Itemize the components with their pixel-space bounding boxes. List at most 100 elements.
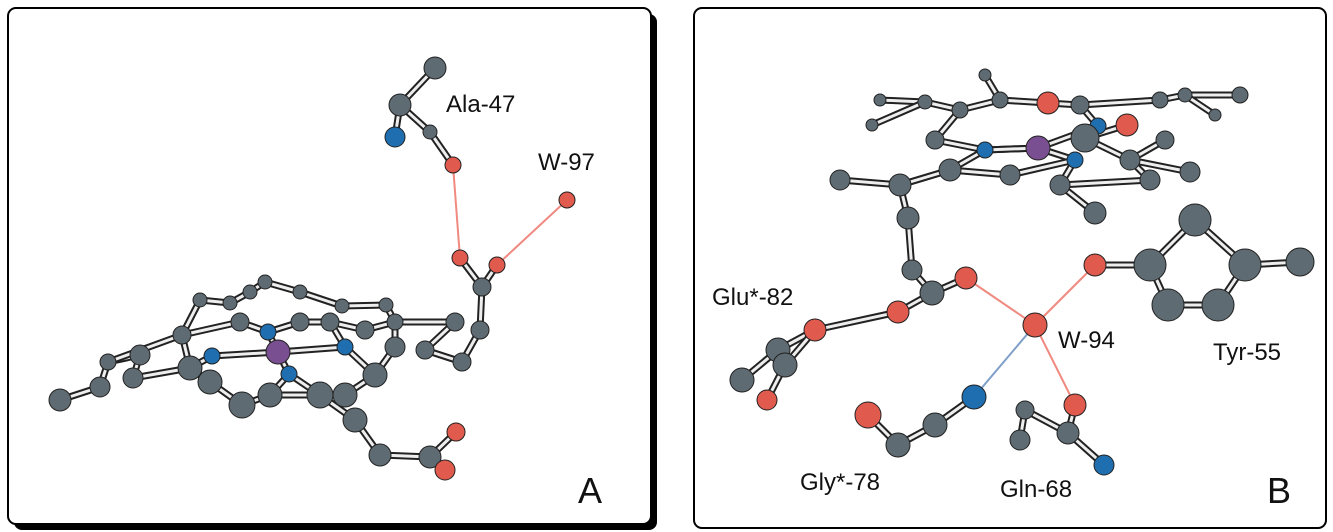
panel-label: B <box>1267 470 1291 511</box>
atom <box>489 257 505 273</box>
atom <box>1071 96 1089 114</box>
atom <box>1010 430 1030 450</box>
atom <box>293 285 307 299</box>
atom <box>90 377 110 397</box>
atom <box>204 348 220 364</box>
atom <box>886 433 910 457</box>
atom <box>1000 165 1020 185</box>
panel-label: A <box>578 470 602 511</box>
atom <box>1179 204 1211 236</box>
atom <box>952 102 968 118</box>
atom <box>977 142 993 158</box>
atom <box>1134 249 1166 281</box>
atom <box>258 383 282 407</box>
atom <box>1116 114 1138 136</box>
atom <box>260 324 276 340</box>
atom <box>307 382 333 408</box>
atom <box>1094 455 1114 475</box>
atom <box>902 260 922 280</box>
atom <box>1084 202 1106 224</box>
atom <box>1152 92 1168 108</box>
atom <box>473 278 491 296</box>
atom <box>446 313 464 331</box>
atom <box>962 385 986 409</box>
atom <box>229 392 255 418</box>
atom <box>939 159 961 181</box>
atom <box>337 339 353 355</box>
atom <box>100 354 116 370</box>
atom <box>1180 162 1200 182</box>
atom <box>918 95 932 109</box>
residue-label: Gln-68 <box>1000 476 1072 503</box>
atom <box>387 314 403 330</box>
atom <box>897 207 919 229</box>
atom <box>452 250 468 266</box>
atom <box>1202 289 1234 321</box>
atom <box>1209 109 1221 121</box>
panel-a <box>8 8 651 524</box>
atom <box>1152 289 1184 321</box>
atom <box>1286 248 1314 276</box>
atom <box>1156 131 1174 149</box>
atom <box>1178 88 1192 102</box>
residue-label: W-97 <box>538 149 595 176</box>
residue-label: Glu*-82 <box>712 284 793 311</box>
atom <box>281 366 297 382</box>
atom <box>193 293 207 307</box>
atom <box>889 174 911 196</box>
residue-label: Ala-47 <box>446 91 515 118</box>
page: Ala-47 W-97 A Glu*-82 W-94 Tyr-55 Gly*-7… <box>0 0 1333 532</box>
atom <box>369 444 391 466</box>
atom <box>1232 87 1248 103</box>
figure: Ala-47 W-97 A Glu*-82 W-94 Tyr-55 Gly*-7… <box>0 0 1333 532</box>
atom <box>1084 254 1106 276</box>
atom <box>874 94 886 106</box>
atom <box>231 313 249 331</box>
atom <box>757 390 777 410</box>
atom <box>445 157 461 173</box>
atom <box>385 127 405 147</box>
atom <box>447 423 465 441</box>
atom <box>435 460 455 480</box>
atom <box>423 125 437 139</box>
atom <box>1016 401 1034 419</box>
atom <box>363 363 387 387</box>
atom <box>130 345 150 365</box>
atom <box>1057 422 1079 444</box>
atom <box>1050 175 1070 195</box>
atom <box>389 94 411 116</box>
atom <box>1120 150 1140 170</box>
atom <box>887 301 909 323</box>
residue-label: Tyr-55 <box>1213 339 1281 366</box>
atom <box>1037 92 1059 114</box>
atom <box>920 281 944 305</box>
atom <box>356 321 374 339</box>
atom <box>1071 124 1099 152</box>
atom <box>955 267 977 289</box>
atom <box>385 337 405 357</box>
atom <box>1023 313 1047 337</box>
atom <box>979 69 991 81</box>
atom <box>773 353 797 377</box>
atom <box>923 413 947 437</box>
atom <box>804 319 826 341</box>
atom <box>992 92 1008 108</box>
atom <box>198 370 222 394</box>
atom <box>855 402 881 428</box>
atom <box>178 356 202 380</box>
atom <box>730 368 754 392</box>
atom <box>424 57 446 79</box>
atom <box>1067 152 1083 168</box>
atom <box>258 275 272 289</box>
atom <box>49 389 71 411</box>
atom <box>333 383 357 407</box>
atom <box>453 353 471 371</box>
atom <box>471 321 489 339</box>
atom <box>1140 170 1160 190</box>
atom <box>343 408 367 432</box>
atom <box>291 313 309 331</box>
atom <box>379 298 393 312</box>
atom <box>335 299 349 313</box>
atom <box>830 170 850 190</box>
residue-label: W-94 <box>1058 327 1115 354</box>
